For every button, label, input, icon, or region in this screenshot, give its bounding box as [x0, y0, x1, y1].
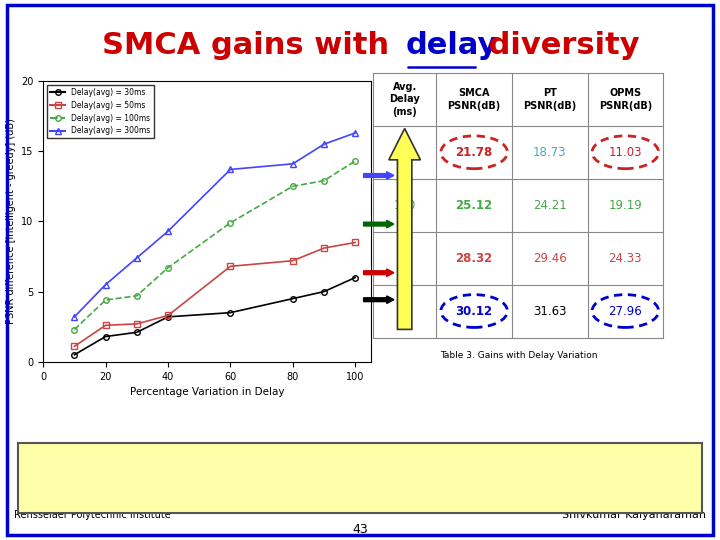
Delay(avg) = 100ms [226, 220, 235, 226]
Delay(avg) = 30ms [132, 329, 141, 335]
Delay(avg) = 30ms [102, 333, 110, 340]
Line: Delay(avg) = 50ms: Delay(avg) = 50ms [71, 240, 358, 349]
Text: 43: 43 [352, 523, 368, 536]
Delay(avg) = 50ms [70, 343, 78, 349]
Text: SMCA
PSNR(dB): SMCA PSNR(dB) [448, 88, 500, 111]
Delay(avg) = 50ms [132, 321, 141, 327]
Text: 28.32: 28.32 [456, 252, 492, 265]
Text: 29.46: 29.46 [533, 252, 567, 265]
Legend: Delay(avg) = 30ms, Delay(avg) = 50ms, Delay(avg) = 100ms, Delay(avg) = 300ms: Delay(avg) = 30ms, Delay(avg) = 50ms, De… [47, 85, 154, 138]
Text: Table 3. Gains with Delay Variation: Table 3. Gains with Delay Variation [440, 351, 598, 360]
Delay(avg) = 30ms [226, 309, 235, 316]
Text: 24.33: 24.33 [608, 252, 642, 265]
Text: SMCA gains with: SMCA gains with [102, 31, 400, 60]
Delay(avg) = 100ms [351, 158, 359, 164]
Text: Avg.
Delay
(ms): Avg. Delay (ms) [390, 82, 420, 117]
Y-axis label: PSNR difference [intelligent - greedy] (dB): PSNR difference [intelligent - greedy] (… [6, 118, 16, 325]
Delay(avg) = 50ms [320, 245, 328, 251]
Delay(avg) = 300ms [289, 160, 297, 167]
Delay(avg) = 100ms [163, 265, 172, 271]
Text: average delay: average delay [309, 469, 428, 487]
Line: Delay(avg) = 300ms: Delay(avg) = 300ms [71, 130, 358, 320]
Delay(avg) = 100ms [70, 326, 78, 333]
Text: 25.12: 25.12 [456, 199, 492, 212]
Text: 11.03: 11.03 [608, 146, 642, 159]
Text: 21.78: 21.78 [456, 146, 492, 159]
Text: diversity: diversity [479, 31, 640, 60]
Text: 50: 50 [397, 252, 412, 265]
Text: jitter: jitter [496, 469, 535, 487]
Delay(avg) = 30ms [70, 352, 78, 358]
Delay(avg) = 100ms [289, 183, 297, 190]
Text: 30.12: 30.12 [456, 305, 492, 318]
Delay(avg) = 30ms [289, 295, 297, 302]
Text: 24.21: 24.21 [533, 199, 567, 212]
Text: 19.19: 19.19 [608, 199, 642, 212]
Text: 18.73: 18.73 [533, 146, 567, 159]
Delay(avg) = 300ms [70, 314, 78, 320]
Delay(avg) = 50ms [289, 258, 297, 264]
Delay(avg) = 50ms [226, 263, 235, 269]
Text: and: and [451, 469, 492, 487]
Delay(avg) = 30ms [163, 314, 172, 320]
Delay(avg) = 300ms [163, 228, 172, 234]
Delay(avg) = 300ms [102, 281, 110, 288]
Text: 300: 300 [394, 146, 415, 159]
Line: Delay(avg) = 100ms: Delay(avg) = 100ms [71, 158, 358, 332]
Text: Better comparative perf. when: Better comparative perf. when [35, 469, 295, 487]
Text: OPMS
PSNR(dB): OPMS PSNR(dB) [599, 88, 652, 111]
Text: delay: delay [405, 31, 498, 60]
Polygon shape [389, 129, 420, 329]
Delay(avg) = 300ms [351, 130, 359, 136]
Text: 100: 100 [394, 199, 415, 212]
Delay(avg) = 30ms [320, 288, 328, 295]
Text: 27.96: 27.96 [608, 305, 642, 318]
Text: 31.63: 31.63 [533, 305, 567, 318]
Text: Rensselaer Polytechnic Institute: Rensselaer Polytechnic Institute [14, 510, 171, 520]
Text: Shivkumar Kalyanaraman: Shivkumar Kalyanaraman [562, 510, 706, 520]
Delay(avg) = 100ms [102, 297, 110, 303]
Text: PT
PSNR(dB): PT PSNR(dB) [523, 88, 576, 111]
Line: Delay(avg) = 30ms: Delay(avg) = 30ms [71, 275, 358, 357]
Delay(avg) = 300ms [226, 166, 235, 173]
Text: is high: is high [546, 469, 607, 487]
Delay(avg) = 300ms [132, 255, 141, 261]
Delay(avg) = 300ms [320, 141, 328, 147]
Delay(avg) = 50ms [351, 239, 359, 246]
Delay(avg) = 100ms [320, 178, 328, 184]
Delay(avg) = 30ms [351, 274, 359, 281]
Delay(avg) = 100ms [132, 293, 141, 299]
Delay(avg) = 50ms [102, 322, 110, 328]
Text: 30: 30 [397, 305, 412, 318]
Delay(avg) = 50ms [163, 312, 172, 319]
X-axis label: Percentage Variation in Delay: Percentage Variation in Delay [130, 387, 284, 397]
